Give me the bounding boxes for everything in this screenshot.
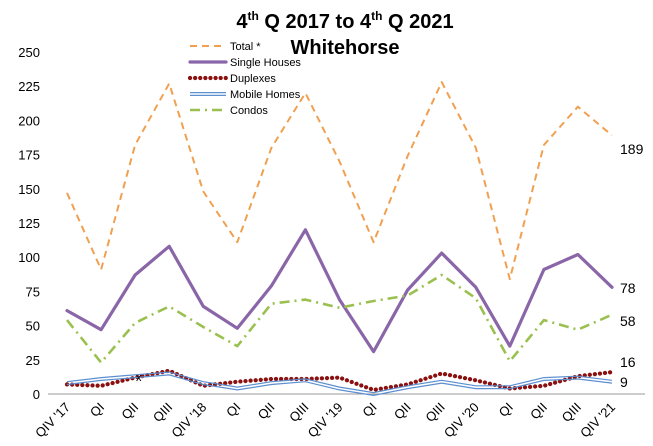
x-tick-label: QI [223, 400, 243, 420]
x-tick-label: QII [391, 400, 414, 423]
x-tick-label: QI [496, 400, 516, 420]
series-line-3 [66, 371, 613, 394]
legend-label: Single Houses [230, 57, 301, 69]
x-tick-label: QIII [559, 400, 584, 425]
x-tick-label: QII [255, 400, 278, 423]
y-tick-label: 250 [18, 45, 40, 60]
x-tick-label: QIII [422, 400, 447, 425]
y-tick-label: 150 [18, 182, 40, 197]
chart-title: 4th Q 2017 to 4th Q 2021 [236, 9, 453, 33]
legend-label: Condos [230, 105, 268, 117]
end-label: 9 [620, 374, 628, 390]
legend-label: Mobile Homes [230, 89, 301, 101]
y-tick-label: 50 [26, 319, 40, 334]
x-tick-label: QIV '19 [305, 400, 346, 441]
y-axis: 0 25 50 75 100 125 150 175 200 225 250 [18, 45, 645, 402]
series-line-4 [65, 273, 613, 364]
y-tick-label: 100 [18, 250, 40, 265]
legend: Total * Single Houses Duplexes Mobile Homes… [187, 41, 301, 117]
x-tick-label: QIV '21 [577, 400, 618, 441]
x-tick-label: QIII [286, 400, 311, 425]
x-tick-label: QIV '17 [32, 400, 73, 441]
series-layer [64, 81, 615, 397]
x-tick-label: QIII [150, 400, 175, 425]
end-label: 58 [620, 313, 636, 329]
x-tick-label: QII [527, 400, 550, 423]
x-tick-label: QII [118, 400, 141, 423]
end-labels: 189 78 58 16 9 [620, 141, 644, 390]
y-tick-label: 0 [33, 387, 40, 402]
y-tick-label: 25 [26, 353, 40, 368]
end-label: 189 [620, 141, 644, 157]
legend-label: Total * [230, 41, 261, 53]
y-tick-label: 225 [18, 79, 40, 94]
y-tick-label: 200 [18, 113, 40, 128]
x-tick-label: QI [87, 400, 107, 420]
x-tick-label: QI [359, 400, 379, 420]
series-line-1 [65, 228, 614, 354]
chart-subtitle: Whitehorse [291, 37, 400, 59]
series-line-0 [66, 81, 613, 281]
y-tick-label: 125 [18, 216, 40, 231]
end-label: 78 [620, 280, 636, 296]
x-tick-label: QIV '18 [168, 400, 209, 441]
x-tick-label: QIV '20 [441, 400, 482, 441]
y-tick-label: 75 [26, 284, 40, 299]
annotation-x: x [136, 372, 142, 384]
end-label: 16 [620, 354, 636, 370]
y-tick-label: 175 [18, 148, 40, 163]
series-line-3 [66, 374, 613, 397]
legend-label: Duplexes [230, 73, 276, 85]
